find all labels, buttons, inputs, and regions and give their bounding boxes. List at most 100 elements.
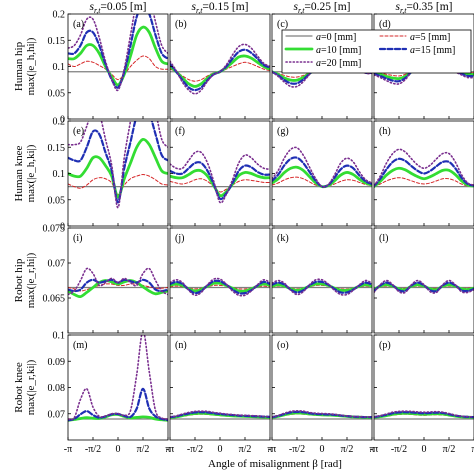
panel-label: (h)	[379, 126, 391, 137]
y-tick-label: 0.075	[43, 224, 66, 235]
series-group	[374, 410, 474, 420]
y-tick-label: 0.05	[48, 195, 66, 206]
series-line-a20	[170, 410, 270, 418]
panel-background	[68, 14, 168, 119]
panel-label: (b)	[175, 19, 187, 30]
panel-i: 0.065 0.07 0.075 (i)	[43, 224, 169, 334]
series-line-a10	[170, 168, 270, 198]
legend-label: a=10 [mm]	[316, 45, 361, 56]
series-line-a15	[68, 121, 168, 204]
panel-k: (k)	[271, 227, 373, 334]
series-group	[170, 277, 270, 297]
x-tick-label: -π	[64, 444, 72, 455]
row-label-title: Human hip	[13, 41, 25, 91]
series-group	[68, 267, 168, 299]
x-axis-label: Angle of misalignment β [rad]	[208, 458, 342, 470]
series-line-a20	[68, 267, 168, 296]
x-tick-label: π	[165, 444, 170, 455]
panel-background	[170, 14, 270, 119]
panel-label: (m)	[73, 340, 87, 351]
x-tick-label: π/2	[341, 444, 354, 455]
panel-m: -π -π/2 0 π/2 π 0.07 0.08 0.09 0.1 (m)	[48, 331, 171, 456]
series-line-a10	[374, 166, 474, 189]
panel-label: (k)	[277, 233, 289, 244]
series-line-a10	[68, 137, 168, 199]
y-tick-label: 0.1	[53, 62, 66, 73]
x-tick-label: -π	[166, 444, 174, 455]
series-group	[170, 43, 270, 95]
column-title-2: sr,t=0.15 [m]	[191, 1, 248, 15]
series-line-a5	[170, 178, 270, 193]
series-line-a15	[68, 14, 168, 89]
series-line-a20	[272, 278, 372, 296]
y-tick-label: 0.1	[53, 169, 66, 180]
x-tick-label: -π/2	[187, 444, 203, 455]
panel-label: (o)	[277, 340, 289, 351]
panel-label: (n)	[175, 340, 187, 351]
panel-label: (d)	[379, 19, 391, 30]
series-group	[68, 121, 168, 209]
series-line-a20	[374, 410, 474, 418]
panel-label: (l)	[379, 233, 388, 244]
x-tick-label: 0	[422, 444, 427, 455]
y-tick-label: 0.15	[48, 143, 66, 154]
panel-j: (j)	[169, 227, 271, 334]
x-tick-label: -π/2	[289, 444, 305, 455]
x-tick-label: π/2	[239, 444, 252, 455]
series-group	[68, 335, 168, 422]
y-tick-label: 0.1	[53, 331, 66, 342]
x-tick-label: 0	[218, 444, 223, 455]
panel-background	[170, 335, 270, 440]
panel-o: -π -π/2 0 π/2 π (o)	[268, 334, 375, 455]
row-label-3: Robot hip max(|e_r,hi|)	[13, 252, 37, 308]
panel-label: (a)	[73, 19, 84, 30]
row-label-quantity: max(|e_h,ki|)	[25, 144, 37, 202]
panel-label: (g)	[277, 126, 289, 137]
panel-background	[272, 121, 372, 226]
x-tick-label: π	[369, 444, 374, 455]
series-group	[272, 146, 372, 189]
x-tick-label: -π	[370, 444, 378, 455]
legend-entry-a10: a=10 [mm]	[284, 45, 361, 56]
row-label-title: Robot hip	[13, 258, 25, 302]
legend-label: a=20 [mm]	[316, 58, 361, 69]
series-line-a10	[68, 279, 168, 299]
panel-background	[374, 335, 474, 440]
series-line-a15	[374, 281, 474, 293]
y-tick-label: 0.08	[48, 383, 66, 394]
x-tick-label: π	[267, 444, 272, 455]
x-tick-label: π	[471, 444, 474, 455]
y-tick-label: 0.07	[48, 259, 66, 270]
series-group	[272, 410, 372, 420]
panel-e: 0 0.05 0.1 0.15 0.2 (e)	[48, 117, 169, 233]
panel-label: (f)	[175, 126, 185, 137]
x-tick-label: 0	[116, 444, 121, 455]
panel-f: (f)	[169, 120, 271, 227]
series-group	[170, 410, 270, 420]
series-line-a20	[68, 335, 168, 421]
panel-background	[170, 121, 270, 226]
x-tick-label: π/2	[137, 444, 150, 455]
series-group	[170, 150, 270, 204]
column-title-1: sr,t=0.05 [m]	[89, 1, 146, 15]
column-title-3: sr,t=0.25 [m]	[293, 1, 350, 15]
series-group	[374, 279, 474, 294]
legend-label: a=15 [mm]	[410, 45, 455, 56]
panel-label: (j)	[175, 233, 184, 244]
row-label-title: Robot knee	[13, 362, 25, 413]
row-label-quantity: max(|e_h,hi|)	[25, 37, 37, 95]
series-line-a20	[170, 43, 270, 95]
series-group	[272, 278, 372, 296]
legend-entry-a5: a=5 [mm]	[379, 32, 450, 43]
panel-a: 0 0.05 0.1 0.15 0.2 (a)	[48, 10, 169, 126]
x-tick-label: -π	[268, 444, 276, 455]
series-line-a20	[68, 14, 168, 92]
panel-label: (i)	[73, 233, 82, 244]
panel-b: (b)	[169, 13, 271, 120]
legend-box	[281, 29, 472, 74]
series-line-a15	[170, 161, 270, 201]
y-tick-label: 0.07	[48, 409, 66, 420]
panel-background	[68, 228, 168, 333]
panel-background	[272, 335, 372, 440]
